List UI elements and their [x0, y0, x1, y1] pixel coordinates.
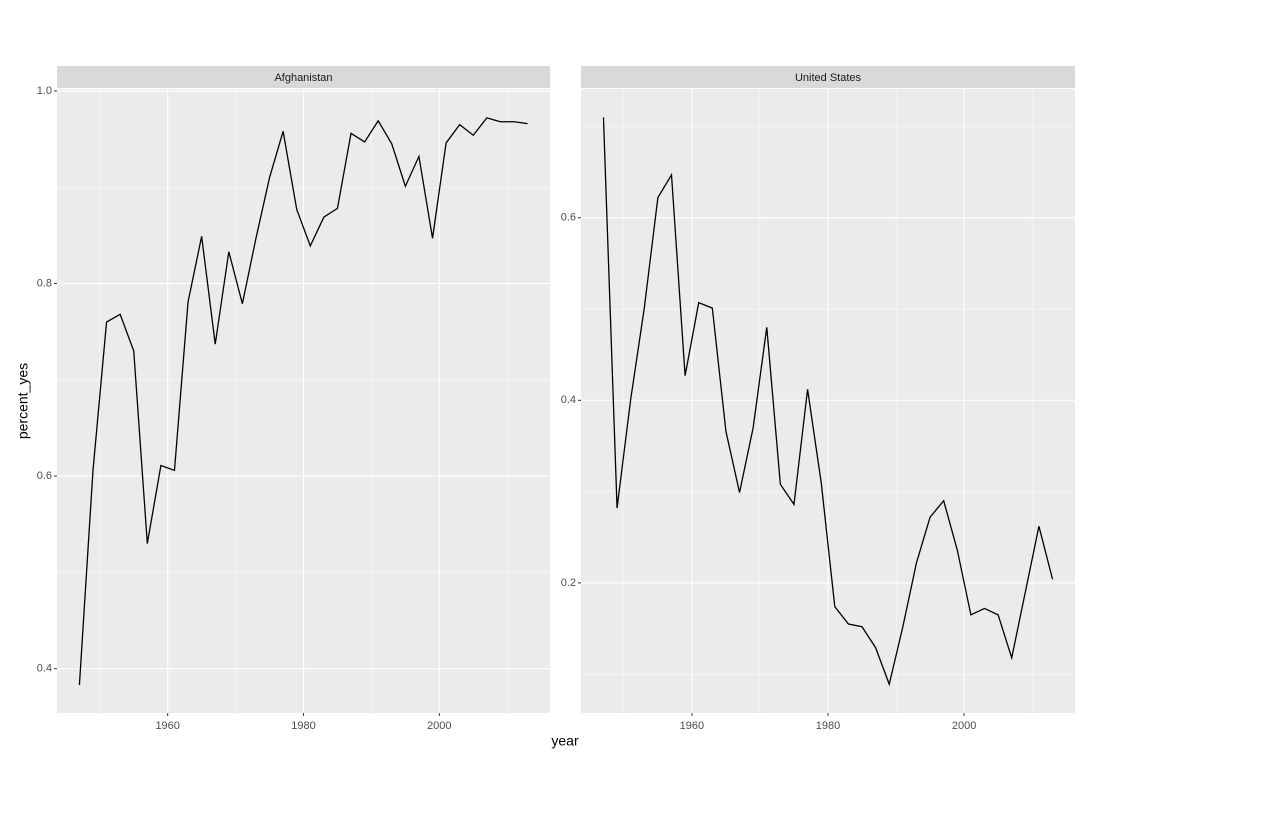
y-tick-label: 0.4: [561, 394, 576, 406]
strip-background: [581, 66, 1075, 88]
x-tick-label: 1960: [680, 720, 704, 732]
y-tick-label: 0.2: [561, 577, 576, 589]
data-line: [78, 117, 528, 686]
y-tick-label: 0.6: [37, 470, 52, 482]
data-line: [602, 117, 1054, 687]
strip-label: United States: [795, 72, 862, 84]
strip-label: Afghanistan: [274, 72, 332, 84]
x-tick-label: 1980: [291, 720, 315, 732]
x-tick-label: 1960: [155, 720, 179, 732]
y-tick-label: 1.0: [37, 85, 52, 97]
x-tick-label: 1980: [816, 720, 840, 732]
x-tick-label: 2000: [427, 720, 451, 732]
x-tick-label: 2000: [952, 720, 976, 732]
x-axis-label: year: [551, 733, 579, 749]
y-tick-label: 0.4: [37, 663, 52, 675]
y-axis-label: percent_yes: [15, 363, 31, 439]
y-tick-label: 0.6: [561, 212, 576, 224]
y-tick-label: 0.8: [37, 277, 52, 289]
strip-background: [57, 66, 550, 88]
